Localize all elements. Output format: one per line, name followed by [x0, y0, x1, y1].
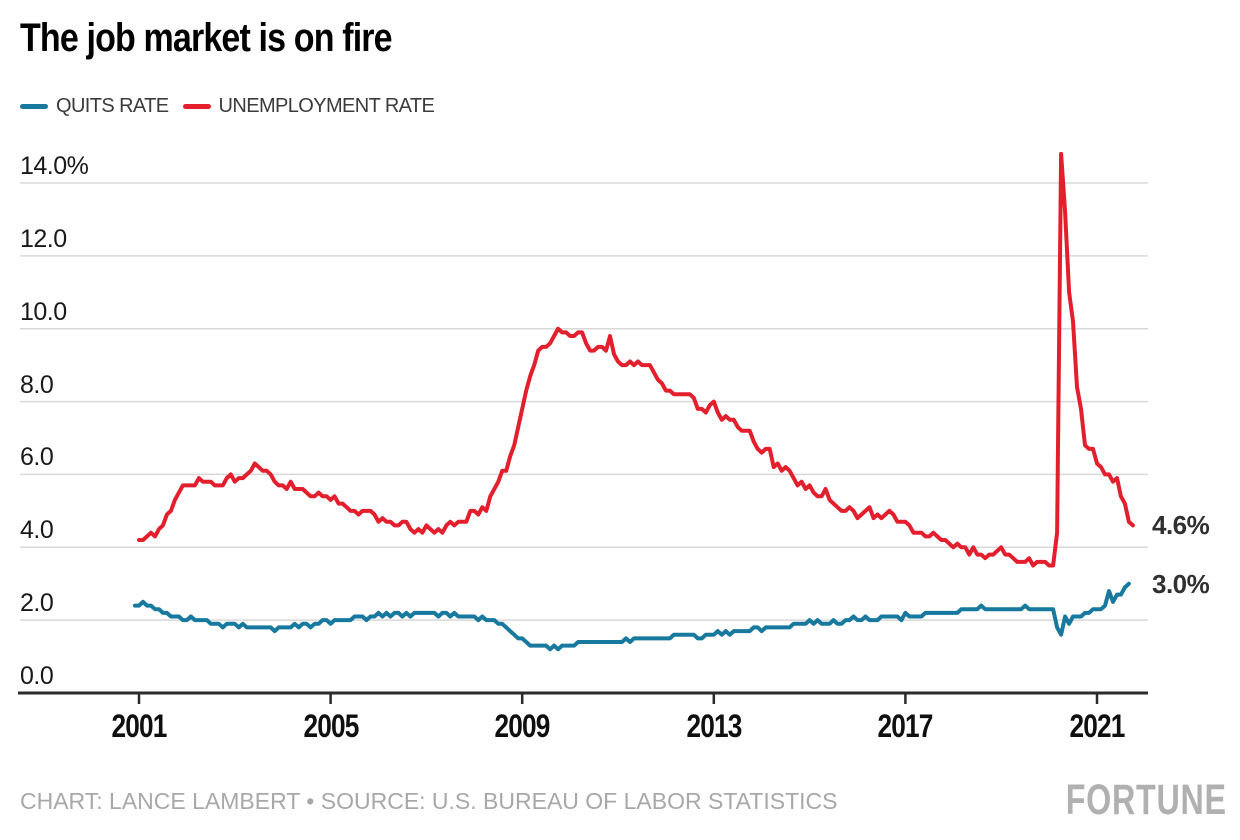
y-axis-label: 4.0 — [20, 516, 54, 545]
quits-rate-line — [133, 581, 1131, 652]
unemployment-rate-line — [137, 151, 1135, 568]
x-axis-label: 2001 — [111, 708, 167, 744]
legend-item-quits-rate: QUITS RATE — [20, 95, 169, 118]
legend-label-quits-rate: QUITS RATE — [56, 94, 169, 117]
quits-rate-end-label: 3.0% — [1152, 568, 1210, 599]
x-axis-label: 2009 — [494, 708, 551, 744]
y-axis-label: 6.0 — [20, 443, 54, 472]
legend: QUITS RATE UNEMPLOYMENT RATE — [20, 94, 448, 118]
unemployment-rate-end-label: 4.6% — [1152, 510, 1210, 541]
y-axis-label: 0.0 — [20, 662, 54, 690]
y-axis-label: 2.0 — [20, 589, 54, 618]
legend-item-unemployment-rate: UNEMPLOYMENT RATE — [182, 94, 435, 118]
credit-line: CHART: LANCE LAMBERT • SOURCE: U.S. BURE… — [20, 788, 838, 814]
x-axis-label: 2017 — [877, 708, 934, 744]
quits-rate-swatch — [20, 103, 48, 109]
y-axis-label: 12.0 — [20, 224, 67, 253]
legend-label-unemployment-rate: UNEMPLOYMENT RATE — [218, 94, 435, 117]
x-axis-label: 2005 — [303, 708, 359, 744]
unemployment-rate-swatch — [182, 103, 211, 109]
y-axis-label: 14.0% — [20, 151, 89, 180]
x-axis-label: 2013 — [686, 708, 742, 744]
x-axis-label: 2021 — [1069, 708, 1125, 744]
y-axis-label: 10.0 — [20, 297, 67, 326]
fortune-logo: FORTUNE — [1065, 776, 1227, 824]
chart-title: The job market is on fire — [20, 16, 393, 60]
y-axis-label: 8.0 — [20, 370, 54, 399]
